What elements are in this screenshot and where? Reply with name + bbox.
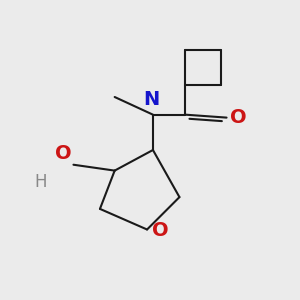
Text: N: N bbox=[143, 90, 160, 110]
Text: O: O bbox=[55, 144, 72, 163]
Text: O: O bbox=[152, 221, 169, 241]
Text: O: O bbox=[230, 108, 247, 127]
Text: H: H bbox=[35, 173, 47, 191]
